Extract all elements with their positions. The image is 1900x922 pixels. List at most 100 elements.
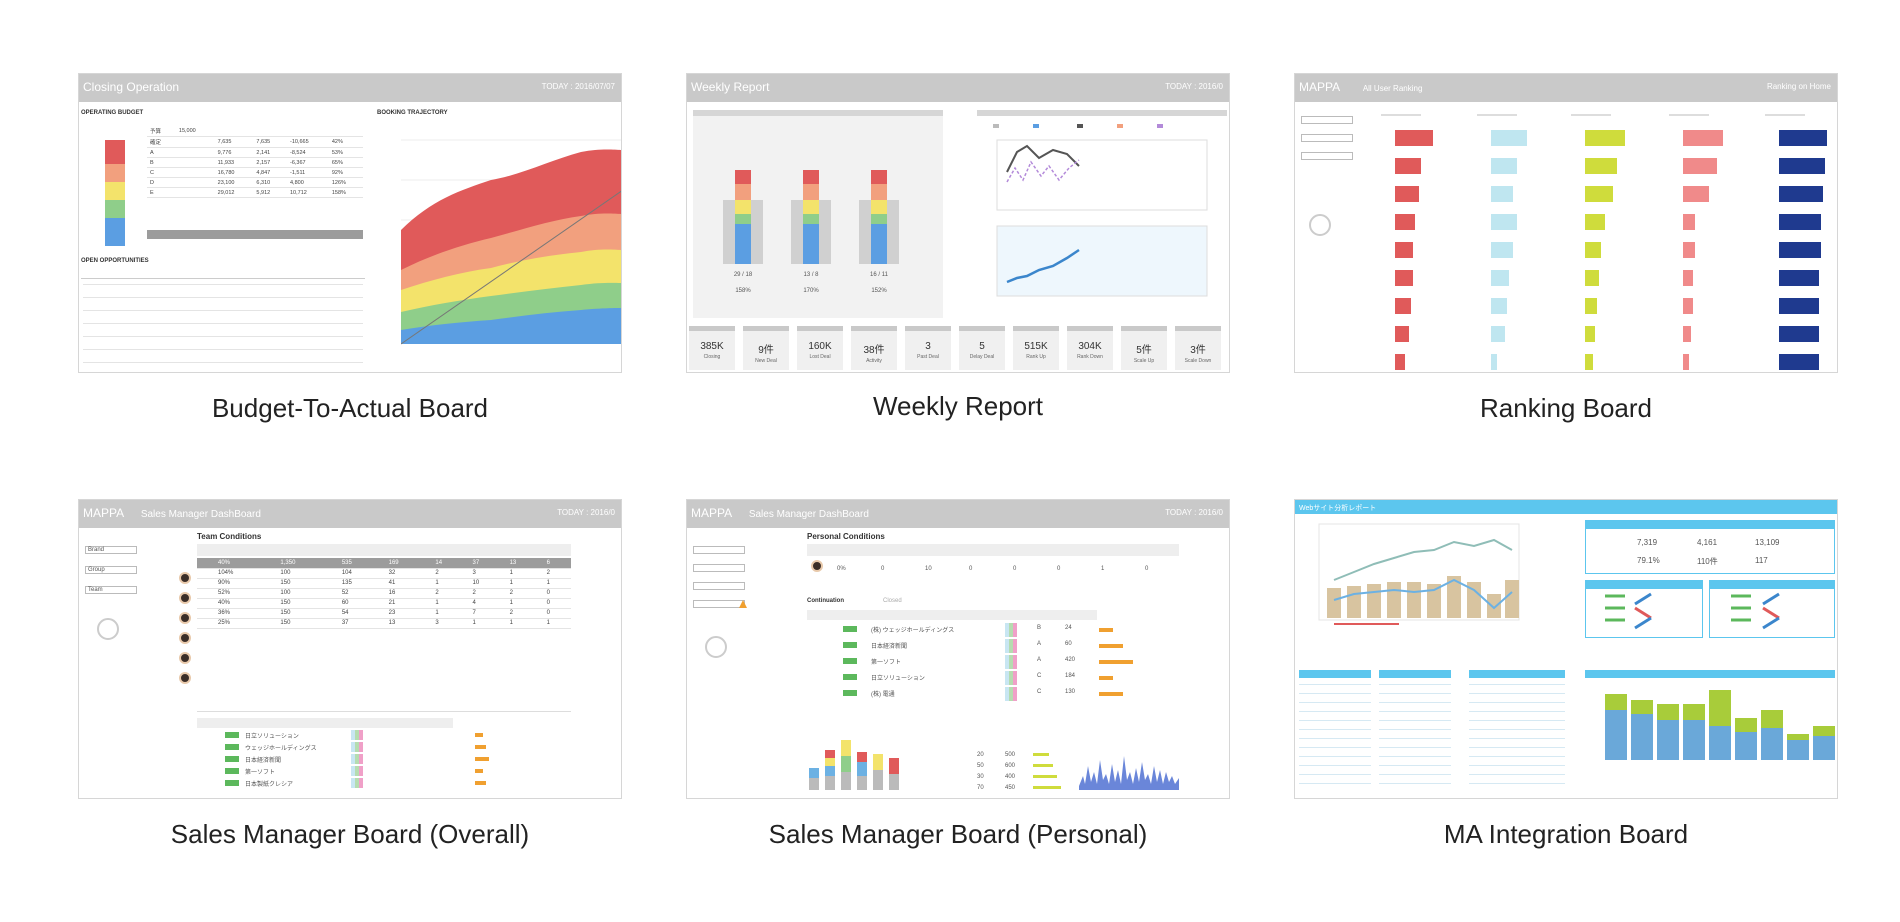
tab-continuation[interactable]: Continuation (807, 598, 844, 604)
ma-table-rule (1469, 738, 1565, 739)
kpi-tile[interactable]: 515K Rank Up (1013, 326, 1059, 370)
deal-phase: C (1037, 673, 1042, 679)
team-cell: 100 (277, 588, 339, 599)
booking-trajectory-chart (401, 139, 621, 345)
ranking-bar (1683, 214, 1695, 230)
window-subtitle: Sales Manager DashBoard (748, 509, 869, 520)
kpi-tile[interactable]: 5 Delay Deal (959, 326, 1005, 370)
kpi-label: Closing (703, 354, 721, 360)
mini-table-cell: 450 (1005, 785, 1016, 791)
deal-phase: A (1037, 641, 1042, 647)
ranking-bar (1683, 186, 1709, 202)
deal-status-tag (225, 768, 239, 774)
ma-table-rule (1299, 765, 1371, 766)
column-1-green (735, 214, 751, 224)
budget-cell: 11,933 (214, 157, 254, 168)
tab-closed[interactable]: Closed (883, 598, 902, 604)
deal-name[interactable]: (株) ウェッジホールディングス (871, 628, 955, 634)
ranking-bar (1585, 158, 1617, 174)
kpi-tile[interactable]: 385K Closing (689, 326, 735, 370)
window-title: MAPPA (83, 506, 124, 520)
column-2-red (803, 170, 819, 184)
ranking-bar (1395, 326, 1409, 342)
ma-table-rule (1379, 720, 1451, 721)
ranking-bar (1585, 298, 1597, 314)
kpi-tile[interactable]: 5件 Scale Up (1121, 326, 1167, 370)
deal-status-tag (843, 674, 857, 680)
ranking-bar (1779, 158, 1825, 174)
team-member-row[interactable]: 25% 150 37 13 3 1 1 1 (197, 618, 571, 629)
kpi-tile[interactable]: 304K Rank Down (1067, 326, 1113, 370)
budget-cell: 4,847 (253, 167, 287, 178)
filter-select-3[interactable] (1301, 152, 1353, 160)
ranking-bar (1683, 354, 1689, 370)
deal-name[interactable]: 第一ソフト (245, 770, 276, 776)
kpi-value-1: 7,319 (1637, 538, 1658, 547)
budget-cell: 92% (328, 167, 363, 178)
deal-name[interactable]: 日立ソリューション (245, 734, 299, 740)
filter-brand[interactable]: Brand (85, 546, 137, 554)
deal-status-tag (225, 780, 239, 786)
thumbnail-ranking-board[interactable]: MAPPA All User Ranking Ranking on Home (1294, 73, 1838, 373)
team-cell: 104 (338, 568, 386, 579)
ma-table-header (1299, 670, 1371, 678)
deal-name[interactable]: 日本経済新聞 (245, 758, 282, 764)
team-cell: 0 (543, 608, 571, 619)
team-cell: 36% (215, 608, 278, 619)
team-member-row[interactable]: 40% 150 60 21 1 4 1 0 (197, 598, 571, 609)
budget-cell (175, 177, 215, 188)
filter-select-1[interactable] (1301, 116, 1353, 124)
budget-cell: 9,776 (214, 147, 254, 158)
kpi-tile[interactable]: 38件 Activity (851, 326, 897, 370)
deal-name[interactable]: 日本製紙クレシア (245, 782, 294, 788)
filter-select-4[interactable] (693, 600, 745, 608)
thumbnail-ma-integration[interactable]: Webサイト分析レポート 7,319 4,161 13,109 79.1% 11… (1294, 499, 1838, 799)
window-header: Closing Operation TODAY : 2016/07/07 (79, 74, 621, 102)
deal-name[interactable]: 日立ソリューション (871, 676, 925, 682)
filter-select-2[interactable] (1301, 134, 1353, 142)
team-cell: 104% (215, 568, 278, 579)
team-member-row[interactable]: 104% 100 104 32 2 3 1 2 (197, 568, 571, 579)
filter-select-2[interactable] (693, 564, 745, 572)
kpi-value: 3件 (1190, 345, 1206, 356)
filter-select-1[interactable] (693, 546, 745, 554)
team-summary-cell: 6 (543, 558, 571, 569)
ma-table-rule (1299, 711, 1371, 712)
team-summary-cell: 37 (469, 558, 507, 569)
ranking-bar (1779, 354, 1819, 370)
deal-name[interactable]: (株) 電通 (871, 692, 895, 698)
filter-team[interactable]: Team (85, 586, 137, 594)
kpi-tile[interactable]: 3 Past Deal (905, 326, 951, 370)
column-3-yellow (871, 200, 887, 214)
deal-name[interactable]: 日本経済新聞 (871, 644, 908, 650)
ranking-bar (1585, 186, 1613, 202)
kpi-tile[interactable]: 3件 Scale Down (1175, 326, 1221, 370)
kpi-tile[interactable]: 160K Lost Deal (797, 326, 843, 370)
mini-table-bar (1033, 764, 1053, 767)
ranking-bar (1395, 186, 1419, 202)
kpi-tile[interactable]: 9件 New Deal (743, 326, 789, 370)
thumbnail-weekly-report[interactable]: Weekly Report TODAY : 2016/0 (686, 73, 1230, 373)
filter-select-3[interactable] (693, 582, 745, 590)
member-avatar (179, 592, 191, 604)
kpi-panel (1585, 520, 1835, 574)
window-subtitle: All User Ranking (1362, 84, 1423, 93)
deal-name[interactable]: 第一ソフト (871, 660, 902, 666)
column-2-salmon (803, 184, 819, 200)
thumbnail-budget-to-actual[interactable]: Closing Operation TODAY : 2016/07/07 OPE… (78, 73, 622, 373)
team-member-row[interactable]: 90% 150 135 41 1 10 1 1 (197, 578, 571, 589)
filter-group[interactable]: Group (85, 566, 137, 574)
thumbnail-sales-manager-personal[interactable]: MAPPA Sales Manager DashBoard TODAY : 20… (686, 499, 1230, 799)
team-member-row[interactable]: 52% 100 52 16 2 2 2 0 (197, 588, 571, 599)
kpi-label: Delay Deal (969, 354, 995, 360)
budget-cell (286, 126, 329, 137)
team-member-row[interactable]: 36% 150 54 23 1 7 2 0 (197, 608, 571, 619)
team-cell: 13 (385, 618, 433, 629)
budget-stack-chart (105, 140, 125, 246)
budget-cell: 42% (328, 136, 363, 148)
thumbnail-sales-manager-overall[interactable]: MAPPA Sales Manager DashBoard TODAY : 20… (78, 499, 622, 799)
row-lead (197, 558, 215, 569)
kpi-value: 160K (808, 341, 832, 352)
deal-name[interactable]: ウェッジホールディングス (245, 746, 317, 752)
section-open-opportunities: OPEN OPPORTUNITIES (81, 258, 149, 264)
